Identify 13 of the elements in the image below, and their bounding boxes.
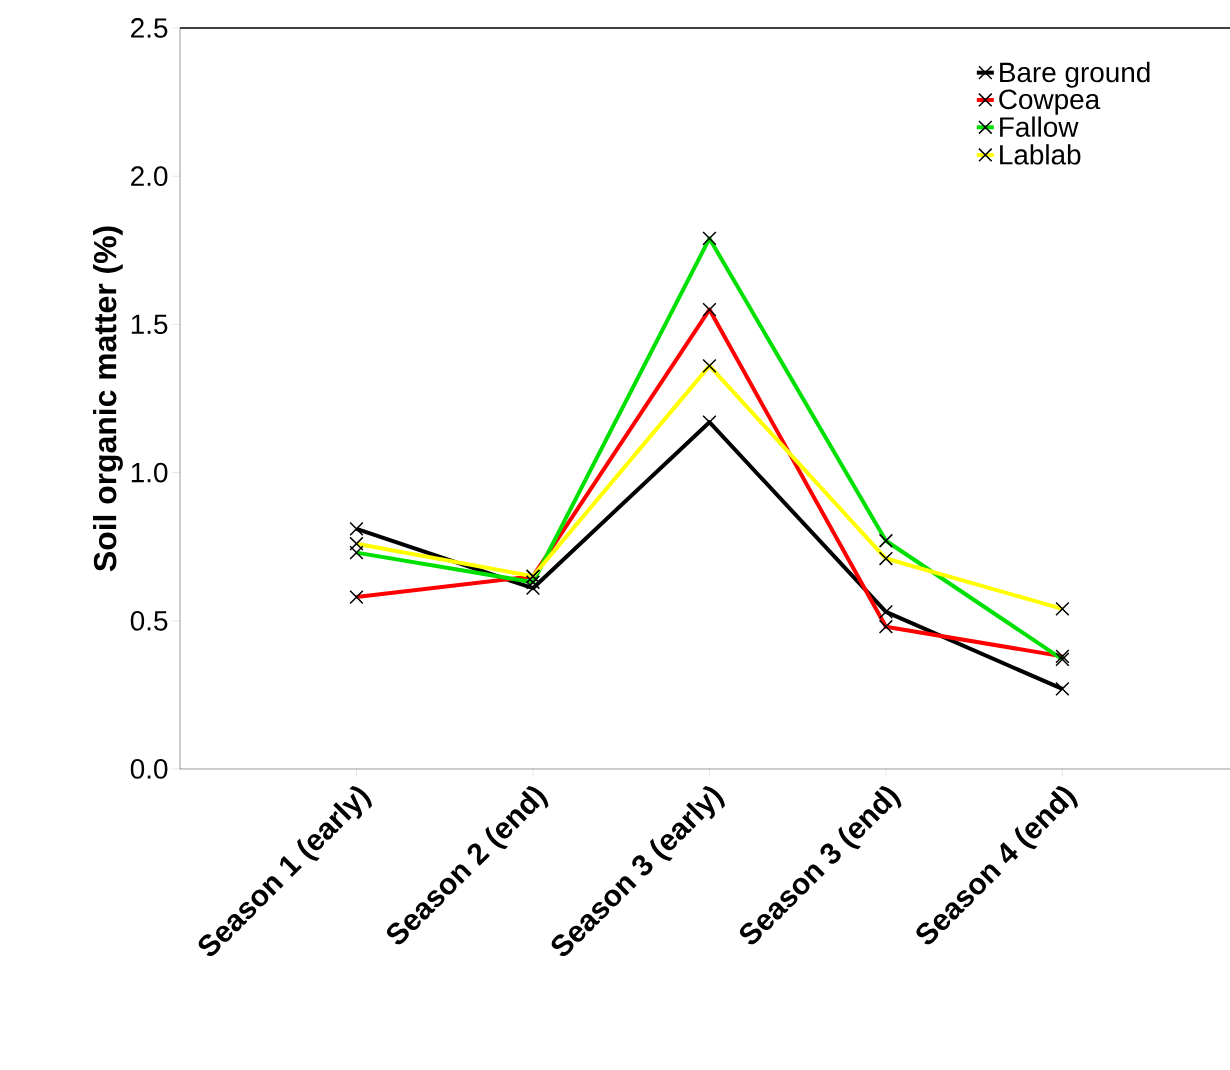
legend-label: Fallow (1000, 116, 1079, 137)
y-tick-label: 0.5 (130, 610, 168, 631)
legend-label: Bare ground (1000, 61, 1150, 88)
y-axis-title: Soil organic matter (%) (93, 226, 123, 572)
y-tick-label: 1.5 (131, 314, 168, 335)
y-tick-label: 2.0 (131, 166, 168, 187)
y-tick-label: 0.0 (130, 759, 168, 779)
legend-label: Cowpea (999, 89, 1101, 115)
point (1055, 681, 1070, 697)
legend-label: Lablab (1000, 144, 1081, 165)
point (349, 521, 364, 537)
y-tick-label: 2.5 (131, 18, 168, 38)
y-tick-label: 1.0 (131, 462, 168, 483)
